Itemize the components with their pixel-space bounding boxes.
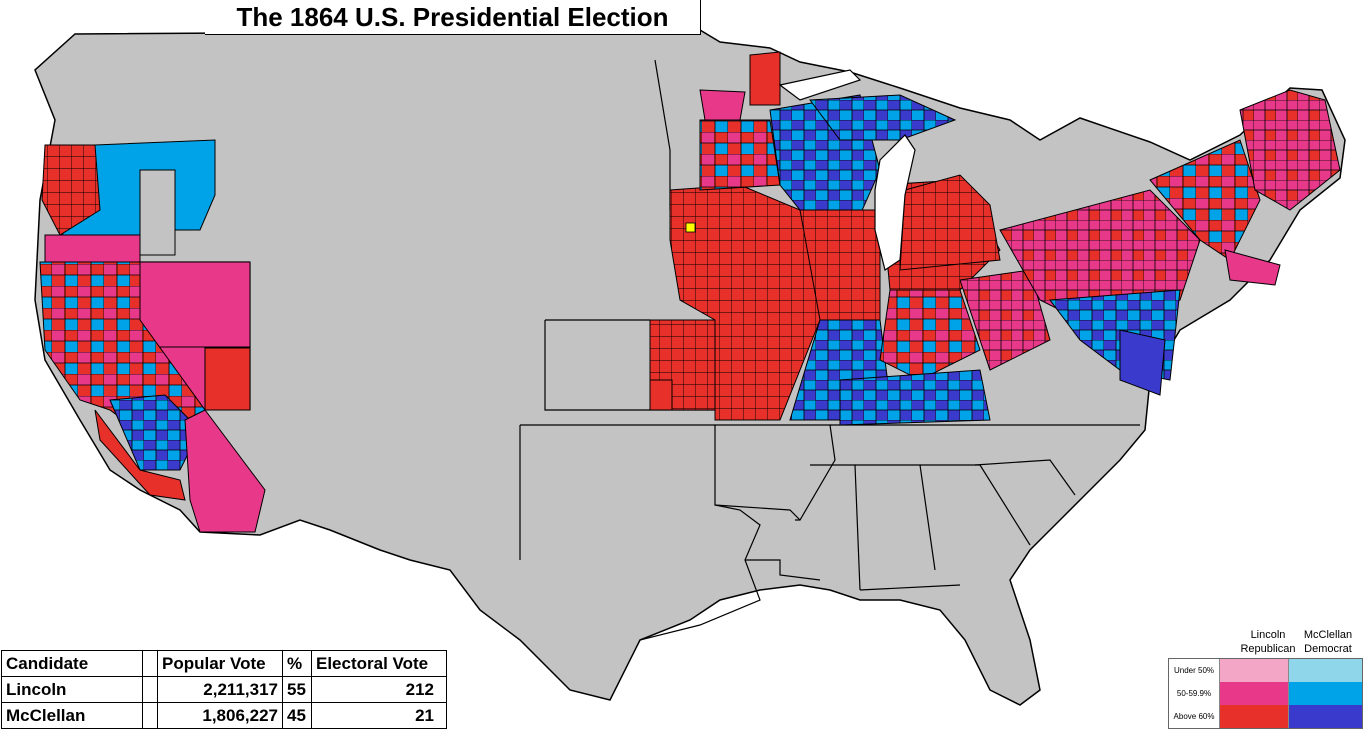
header-electoral-vote: Electoral Vote [311, 650, 447, 677]
swatch-mcclellan-50-60 [1288, 682, 1362, 705]
legend-row: 50-59.9% [1169, 682, 1362, 705]
legend-lincoln-header: Lincoln Republican [1218, 628, 1318, 656]
map-title: The 1864 U.S. Presidential Election [205, 0, 701, 35]
percent: 55 [282, 676, 312, 703]
legend-mcclellan-party: Democrat [1304, 643, 1352, 655]
legend-row: Above 60% [1169, 705, 1362, 728]
legend-mcclellan-label: McClellan [1303, 629, 1353, 641]
swatch-lincoln-above60 [1219, 705, 1288, 728]
great-lakes [778, 69, 916, 271]
kansas [649, 319, 716, 411]
electoral-vote: 212 [311, 676, 447, 703]
header-blank [142, 650, 158, 677]
tie-county [685, 222, 696, 233]
candidate-name: McClellan [1, 702, 143, 729]
electoral-vote: 21 [311, 702, 447, 729]
legend-tier-label: Under 50% [1173, 666, 1215, 675]
header-percent: % [282, 650, 312, 677]
header-popular-vote: Popular Vote [157, 650, 283, 677]
popular-vote: 2,211,317 [157, 676, 283, 703]
header-candidate: Candidate [1, 650, 143, 677]
popular-vote: 1,806,227 [157, 702, 283, 729]
michigan [809, 94, 1001, 271]
swatch-mcclellan-under50 [1288, 659, 1362, 682]
results-table: Candidate Popular Vote % Electoral Vote … [1, 650, 447, 729]
swatch-lincoln-under50 [1219, 659, 1288, 682]
south-state-borders [519, 320, 1140, 641]
california [39, 261, 266, 533]
swatch-lincoln-50-60 [1219, 682, 1288, 705]
percent: 45 [282, 702, 312, 729]
legend-tier-label: Above 60% [1173, 712, 1215, 721]
map-legend: Lincoln Republican McClellan Democrat Un… [1168, 628, 1365, 730]
legend-grid: Under 50% 50-59.9% Above 60% [1168, 658, 1363, 729]
legend-mcclellan-header: McClellan Democrat [1288, 628, 1365, 656]
blank-cell [142, 676, 158, 703]
table-header-row: Candidate Popular Vote % Electoral Vote [1, 650, 447, 677]
pacific-northwest [41, 139, 216, 263]
candidate-name: Lincoln [1, 676, 143, 703]
swatch-mcclellan-above60 [1288, 705, 1362, 728]
table-row: Lincoln 2,211,317 55 212 [1, 676, 447, 703]
blank-cell [142, 702, 158, 729]
table-row: McClellan 1,806,227 45 21 [1, 702, 447, 729]
legend-tier-label: 50-59.9% [1176, 689, 1212, 698]
legend-lincoln-label: Lincoln [1250, 629, 1286, 641]
legend-lincoln-party: Republican [1240, 643, 1296, 655]
legend-row: Under 50% [1169, 659, 1362, 682]
